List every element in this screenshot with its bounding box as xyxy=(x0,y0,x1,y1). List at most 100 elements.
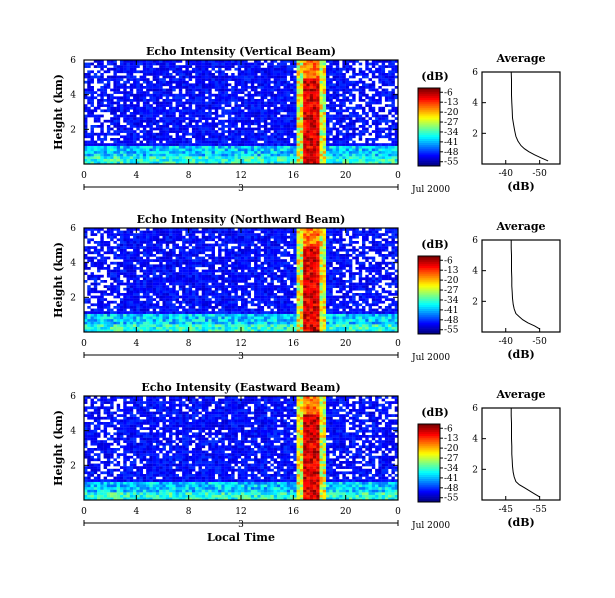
heatmap-cell xyxy=(126,138,130,141)
heatmap-cell xyxy=(381,117,386,120)
heatmap-cell xyxy=(198,241,202,244)
heatmap-cell xyxy=(146,143,150,146)
heatmap-cell xyxy=(224,130,229,133)
heatmap-cell xyxy=(126,86,130,89)
heatmap-cell xyxy=(139,78,144,81)
heatmap-cell xyxy=(123,313,127,317)
heatmap-cell xyxy=(133,112,137,115)
heatmap-cell xyxy=(146,138,150,141)
heatmap-cell xyxy=(129,86,134,89)
heatmap-cell xyxy=(129,140,134,144)
date-day-label: 3 xyxy=(238,184,244,194)
heatmap-cell xyxy=(384,75,389,79)
heatmap-cell xyxy=(227,228,232,231)
heatmap-cell xyxy=(332,88,336,92)
heatmap-cell xyxy=(378,127,382,131)
heatmap-cell xyxy=(129,104,134,107)
heatmap-cell xyxy=(221,280,225,283)
heatmap-cell xyxy=(106,130,111,133)
heatmap-cell xyxy=(178,156,183,159)
heatmap-cell xyxy=(218,140,222,144)
heatmap-cell xyxy=(234,264,238,268)
heatmap-cell xyxy=(152,140,157,144)
heatmap-cell xyxy=(221,114,225,118)
heatmap-cell xyxy=(175,138,179,141)
heatmap-cell xyxy=(286,109,291,113)
heatmap-cell xyxy=(84,117,88,120)
heatmap-cell xyxy=(106,99,111,102)
heatmap-cell xyxy=(146,274,150,278)
heatmap-cell xyxy=(227,83,232,87)
heatmap-cell xyxy=(191,303,196,307)
heatmap-cell xyxy=(234,125,238,128)
heatmap-cell xyxy=(247,143,251,146)
heatmap-cell xyxy=(113,153,117,157)
heatmap-cell xyxy=(263,83,268,87)
heatmap-cell xyxy=(110,138,114,141)
heatmap-cell xyxy=(149,70,153,74)
heatmap-cell xyxy=(106,303,111,307)
heatmap-cell xyxy=(224,99,229,102)
heatmap-cell xyxy=(169,75,173,79)
heatmap-cell xyxy=(326,138,330,141)
heatmap-cell xyxy=(191,329,196,333)
heatmap-cell xyxy=(198,264,202,268)
heatmap-cell xyxy=(113,130,117,133)
heatmap-cell xyxy=(231,329,235,333)
heatmap-cell xyxy=(221,127,225,131)
heatmap-cell xyxy=(244,73,248,76)
heatmap-cell xyxy=(227,251,232,255)
heatmap-cell xyxy=(211,132,215,136)
heatmap-cell xyxy=(116,282,121,286)
heatmap-cell xyxy=(326,112,330,115)
heatmap-cell xyxy=(241,132,245,136)
heatmap-cell xyxy=(152,148,157,152)
heatmap-cell xyxy=(191,235,196,239)
heatmap-cell xyxy=(316,70,320,74)
heatmap-cell xyxy=(218,313,222,317)
heatmap-cell xyxy=(201,70,206,74)
heatmap-cell xyxy=(280,122,284,126)
heatmap-cell xyxy=(93,109,98,113)
heatmap-cell xyxy=(329,151,333,154)
heatmap-cell xyxy=(368,143,372,146)
heatmap-cell xyxy=(136,280,140,283)
heatmap-cell xyxy=(244,148,248,152)
heatmap-cell xyxy=(165,91,170,94)
heatmap-cell xyxy=(224,241,229,244)
heatmap-cell xyxy=(362,119,366,123)
heatmap-cell xyxy=(391,91,395,94)
heatmap-cell xyxy=(178,280,183,283)
heatmap-cell xyxy=(283,114,287,118)
heatmap-cell xyxy=(276,127,281,131)
heatmap-cell xyxy=(394,122,399,126)
heatmap-cell xyxy=(142,106,147,110)
heatmap-cell xyxy=(165,151,170,154)
heatmap-cell xyxy=(257,125,261,128)
heatmap-cell xyxy=(227,290,232,294)
heatmap-cell xyxy=(358,158,363,162)
heatmap-cell xyxy=(205,248,209,252)
heatmap-cell xyxy=(276,119,281,123)
heatmap-cell xyxy=(198,272,202,275)
heatmap-cell xyxy=(342,140,346,144)
heatmap-cell xyxy=(358,86,363,89)
heatmap-cell xyxy=(254,93,258,97)
heatmap-cell xyxy=(211,104,215,107)
heatmap-cell xyxy=(293,143,297,146)
heatmap-cell xyxy=(276,138,281,141)
heatmap-cell xyxy=(270,101,274,105)
heatmap-cell xyxy=(283,78,287,81)
heatmap-cell xyxy=(123,158,127,162)
heatmap-cell xyxy=(221,153,225,157)
heatmap-cell xyxy=(195,264,199,268)
heatmap-cell xyxy=(234,293,238,296)
heatmap-cell xyxy=(276,161,281,165)
heatmap-cell xyxy=(126,303,130,307)
heatmap-cell xyxy=(309,60,314,63)
heatmap-cell xyxy=(384,153,389,157)
heatmap-cell xyxy=(371,158,376,162)
heatmap-cell xyxy=(358,135,363,139)
heatmap-cell xyxy=(214,261,219,265)
heatmap-cell xyxy=(332,117,336,120)
